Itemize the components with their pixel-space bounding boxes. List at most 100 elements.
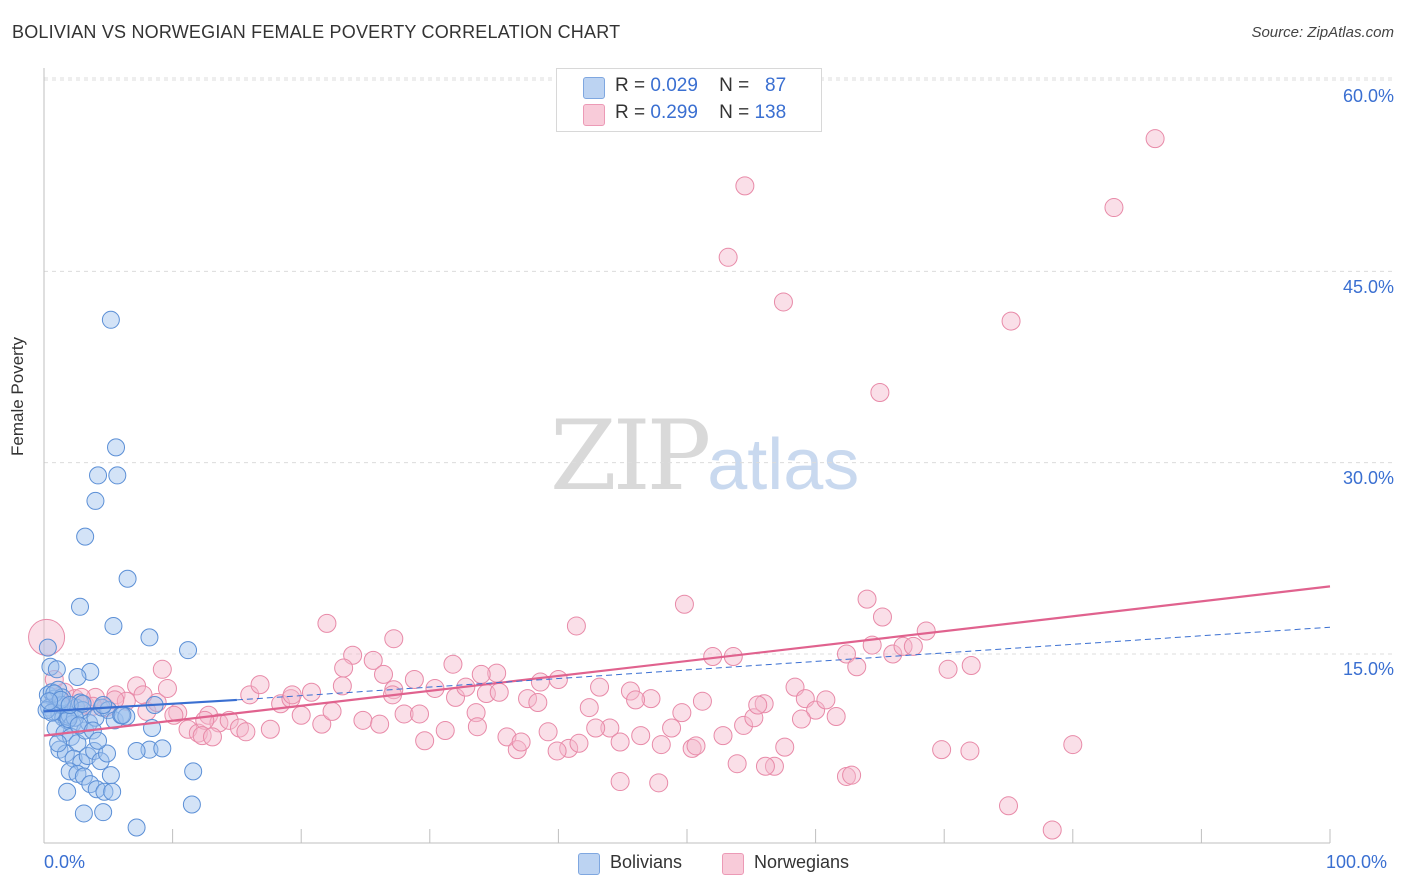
bolivian-point [91,752,110,771]
norwegian-point [713,726,733,746]
norwegian-point [754,694,774,714]
norwegian-point [672,703,692,723]
norwegian-point [497,727,517,747]
norwegian-point [1001,311,1021,331]
bolivian-point [38,638,57,657]
bolivian-point [89,731,108,750]
norwegian-point [363,650,383,670]
norwegian-point [692,691,712,711]
bolivian-swatch [583,77,605,99]
legend-row-bolivians: R = 0.029 N = 87 [615,75,786,97]
norwegian-point [157,678,177,698]
norwegian-point [260,719,280,739]
bolivian-point [101,766,120,785]
norwegian-point [960,741,980,761]
legend-r-label: R = [615,75,646,96]
bolivian-point [47,660,66,679]
norwegian-point [806,700,826,720]
norwegian-point [903,636,923,656]
bolivian-point [40,692,59,711]
norwegian-point [236,722,256,742]
norwegian-point [489,682,509,702]
bolivian-point [108,466,127,485]
norwegian-point [847,657,867,677]
legend-r-value: 0.029 [650,75,698,96]
norwegian-point [686,736,706,756]
bolivian-point [153,739,172,758]
bolivian-point [103,782,122,801]
norwegian-point [1145,129,1165,149]
bolivian-point [113,706,132,725]
bolivian-trend-line [43,698,237,713]
norwegian-point [775,737,795,757]
norwegian-point [410,704,430,724]
norwegian-point [999,796,1018,816]
norwegian-point [528,692,548,712]
bottom-legend-bolivian-swatch [578,853,600,875]
norwegian-point [548,670,568,690]
bolivian-point [58,782,77,801]
bolivian-point [104,616,123,635]
norwegian-point [1042,820,1062,840]
norwegian-points [28,129,1165,840]
norwegian-point [857,589,877,609]
norwegian-point [651,735,671,755]
norwegian-point [530,672,550,692]
norwegian-point [674,594,694,614]
norwegian-point [872,607,892,627]
norwegian-point [394,704,414,724]
norwegian-point [202,727,222,747]
norwegian-point [626,690,646,710]
norwegian-point [938,659,958,679]
norwegian-point [773,292,793,312]
norwegian-point [178,719,198,739]
bolivian-point [94,803,113,822]
bolivian-point [46,718,65,737]
trend-lines [43,585,1331,737]
chart-title: BOLIVIAN VS NORWEGIAN FEMALE POVERTY COR… [12,22,621,42]
bolivian-point [74,804,93,823]
bolivian-point [49,734,68,753]
y-tick-30: 30.0% [1342,468,1394,488]
bolivian-point [42,703,61,722]
norwegian-point [518,689,538,709]
bolivian-point [74,767,93,786]
norwegian-swatch [583,104,605,126]
norwegian-point [312,714,332,734]
norwegian-point [748,695,768,715]
bolivian-point [179,641,198,660]
bottom-legend-bolivians: Bolivians [610,852,683,872]
bolivian-points [37,310,203,837]
norwegian-point [301,682,321,702]
x-tick-100: 100.0% [1326,852,1388,872]
norwegian-point [893,636,913,656]
norwegian-point [443,654,463,674]
bolivian-point [118,569,137,588]
bolivian-point [127,741,146,760]
watermark-zip: ZIP [550,400,711,512]
bolivian-point [127,818,146,837]
norwegian-point [374,664,394,684]
norwegian-point [538,722,558,742]
norwegian-point [240,685,260,705]
norwegian-point [353,710,373,730]
legend-n-label: N = [719,75,750,96]
watermark-atlas: atlas [707,425,860,505]
norwegian-point [649,773,669,793]
legend-n-value: 138 [754,102,787,123]
bolivian-point [140,740,159,759]
bolivian-point [89,466,108,485]
legend-r-label: R = [615,102,646,123]
norwegian-point [291,705,311,725]
norwegian-point [610,732,630,752]
bolivian-point [86,491,105,510]
norwegian-point [579,698,599,718]
norwegian-point [791,709,811,729]
norwegian-point [317,613,337,633]
grid-lines [44,77,1392,655]
norwegian-point [620,681,640,701]
bolivian-point [95,782,114,801]
x-tick-0: 0.0% [44,852,86,872]
norwegian-point [467,717,487,737]
